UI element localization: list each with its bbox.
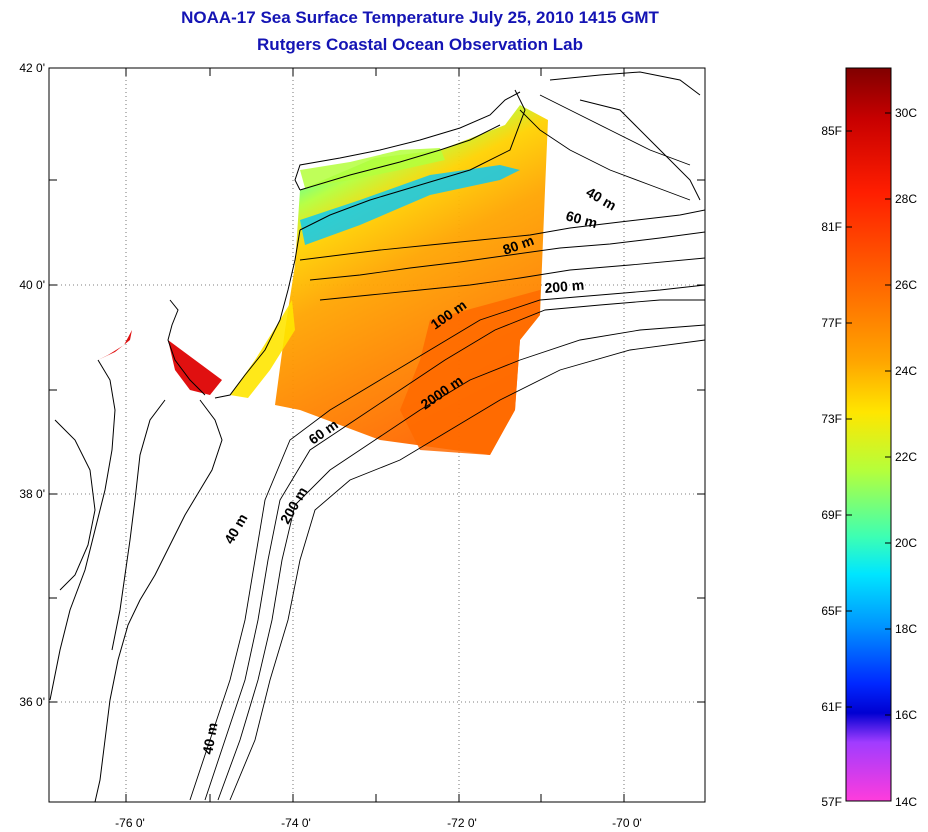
sst-cold-band [300,165,520,245]
colorbar-c-label: 18C [895,622,917,636]
map-title: NOAA-17 Sea Surface Temperature July 25,… [181,8,659,27]
colorbar-celsius-labels: 30C 28C 26C 24C 22C 20C 18C 16C 14C [895,106,917,809]
isobath-label: 60 m [564,207,599,231]
lon-label: -74 0' [281,816,311,830]
colorbar-c-label: 16C [895,708,917,722]
coastline [49,71,701,802]
lat-label: 42 0' [19,61,45,75]
colorbar-fahrenheit-labels: 85F 81F 77F 73F 69F 65F 61F 57F [821,124,842,809]
isobath-label: 40 m [199,721,220,755]
lon-label: -72 0' [447,816,477,830]
lat-label: 40 0' [19,278,45,292]
map-ticks [49,68,705,802]
colorbar-c-label: 30C [895,106,917,120]
isobaths [189,94,705,801]
colorbar-c-label: 28C [895,192,917,206]
sst-warm-core [400,290,540,455]
colorbar-f-label: 77F [821,316,842,330]
colorbar-c-label: 24C [895,364,917,378]
colorbar-c-label: 14C [895,795,917,809]
colorbar-f-label: 73F [821,412,842,426]
latitude-labels: 42 0' 40 0' 38 0' 36 0' [19,61,45,709]
isobath-label: 200 m [544,277,585,296]
colorbar-f-label: 69F [821,508,842,522]
lon-label: -76 0' [115,816,145,830]
colorbar-ticks [846,112,891,716]
colorbar-c-label: 22C [895,450,917,464]
colorbar-f-label: 61F [821,700,842,714]
lat-label: 38 0' [19,487,45,501]
colorbar-f-label: 57F [821,795,842,809]
colorbar [845,67,892,802]
colorbar-f-label: 85F [821,124,842,138]
longitude-labels: -76 0' -74 0' -72 0' -70 0' [115,816,642,830]
sst-delaware-bay [168,340,222,395]
colorbar-f-label: 65F [821,604,842,618]
map-subtitle: Rutgers Coastal Ocean Observation Lab [257,35,583,54]
colorbar-c-label: 20C [895,536,917,550]
colorbar-f-label: 81F [821,220,842,234]
lat-label: 36 0' [19,695,45,709]
sst-sound-strip [300,148,445,188]
lon-label: -70 0' [612,816,642,830]
colorbar-c-label: 26C [895,278,917,292]
